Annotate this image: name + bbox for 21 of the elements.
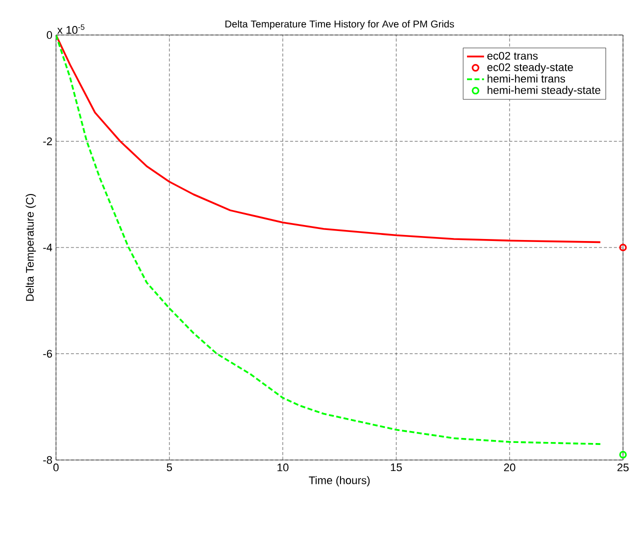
y-tick-label: -4 <box>43 244 52 252</box>
legend-label: ec02 trans <box>487 52 538 60</box>
legend-label: hemi-hemi steady-state <box>488 86 600 96</box>
y-tick-label: 0 <box>46 31 52 39</box>
y-tick-label: -6 <box>43 350 52 358</box>
x-tick-label: 0 <box>53 464 59 472</box>
x-axis-title: Time (hours) <box>308 476 370 486</box>
x-tick-label: 25 <box>617 464 629 472</box>
text: x 10$^{-5}$ <box>57 24 84 34</box>
chart-title: Delta Temperature Time History for Ave of PM Grids <box>225 20 454 30</box>
line-series <box>56 35 602 244</box>
x-tick-label: 15 <box>390 464 402 472</box>
x-tick-label: 5 <box>166 464 172 472</box>
x-tick-label: 10 <box>278 464 288 472</box>
x-tick-label: 20 <box>504 464 516 472</box>
legend-label: hemi-hemi trans <box>488 74 566 83</box>
y-tick-label: -2 <box>43 137 52 146</box>
legend-label: ec02 steady-state <box>487 63 573 74</box>
y-tick-label: -8 <box>43 456 52 464</box>
line-series <box>56 35 602 445</box>
y-axis-title: Delta Temperature (C) <box>26 194 36 301</box>
